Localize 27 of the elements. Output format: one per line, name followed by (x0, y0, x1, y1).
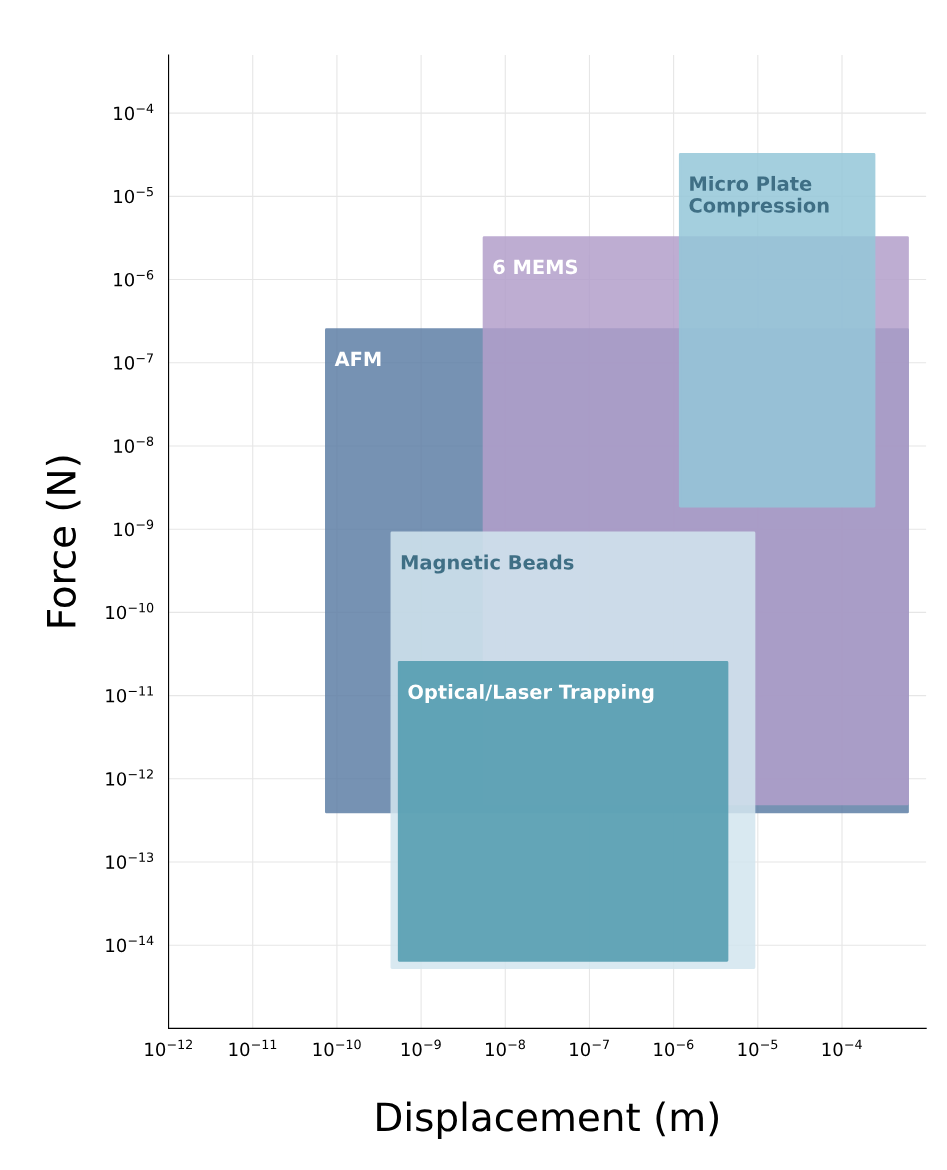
series-label: AFM (334, 351, 381, 367)
x-tick-label: 10$^{−11}$ (229, 1039, 277, 1057)
x-tick-label: 10$^{−5}$ (738, 1039, 778, 1057)
x-tick-label: 10$^{−4}$ (822, 1039, 862, 1057)
x-axis-title: Displacement (m) (377, 1101, 718, 1140)
series-label: Optical/Laser Trapping (408, 684, 654, 704)
y-tick-label: 10$^{−8}$ (114, 436, 154, 453)
x-tick-label: 10$^{−8}$ (486, 1039, 525, 1057)
y-tick-label: 10$^{−7}$ (114, 353, 153, 370)
series-label: Micro Plate Compression (689, 175, 829, 217)
y-tick-label: 10$^{−4}$ (114, 103, 154, 121)
y-tick-label: 10$^{−9}$ (114, 519, 154, 537)
y-tick-label: 10$^{−6}$ (114, 269, 154, 287)
y-tick-label: 10$^{−5}$ (114, 186, 153, 204)
y-axis-title: Force (N) (45, 456, 81, 627)
y-tick-label: 10$^{−11}$ (106, 686, 153, 703)
x-tick-label: 10$^{−10}$ (313, 1039, 361, 1057)
x-tick-label: 10$^{−9}$ (401, 1039, 441, 1057)
x-tick-label: 10$^{−7}$ (570, 1039, 609, 1057)
series-label: 6 MEMS (493, 259, 578, 275)
x-tick-label: 10$^{−6}$ (654, 1039, 694, 1057)
y-tick-label: 10$^{−14}$ (106, 935, 154, 953)
series-label: Magnetic Beads (401, 554, 574, 574)
x-tick-label: 10$^{−12}$ (145, 1039, 192, 1057)
y-tick-label: 10$^{−10}$ (106, 602, 154, 620)
y-tick-label: 10$^{−13}$ (106, 852, 154, 869)
y-tick-label: 10$^{−12}$ (106, 769, 153, 786)
